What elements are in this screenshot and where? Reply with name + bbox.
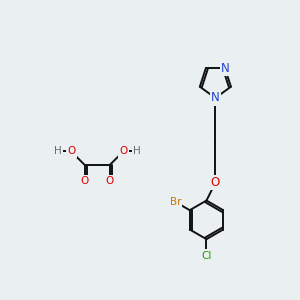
Text: O: O: [119, 146, 128, 157]
Text: O: O: [106, 176, 114, 186]
Text: O: O: [67, 146, 75, 157]
Text: O: O: [211, 176, 220, 189]
Text: H: H: [133, 146, 140, 157]
Text: H: H: [54, 146, 62, 157]
Text: N: N: [211, 92, 220, 104]
Text: Br: Br: [170, 197, 181, 207]
Text: N: N: [220, 62, 230, 75]
Text: O: O: [80, 176, 89, 186]
Text: Cl: Cl: [201, 250, 212, 260]
